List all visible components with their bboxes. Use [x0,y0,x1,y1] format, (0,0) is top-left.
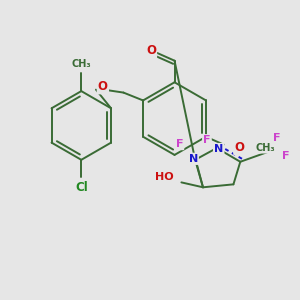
Text: O: O [146,44,156,57]
Text: F: F [282,151,289,161]
Text: O: O [234,141,244,154]
Text: CH₃: CH₃ [71,58,91,69]
Text: O: O [98,80,108,93]
Text: N: N [214,144,223,154]
Text: F: F [203,135,211,145]
Text: CH₃: CH₃ [255,142,275,152]
Text: Cl: Cl [75,181,88,194]
Text: F: F [176,139,183,149]
Text: HO: HO [155,172,174,182]
Text: F: F [273,133,280,143]
Text: N: N [189,154,198,164]
